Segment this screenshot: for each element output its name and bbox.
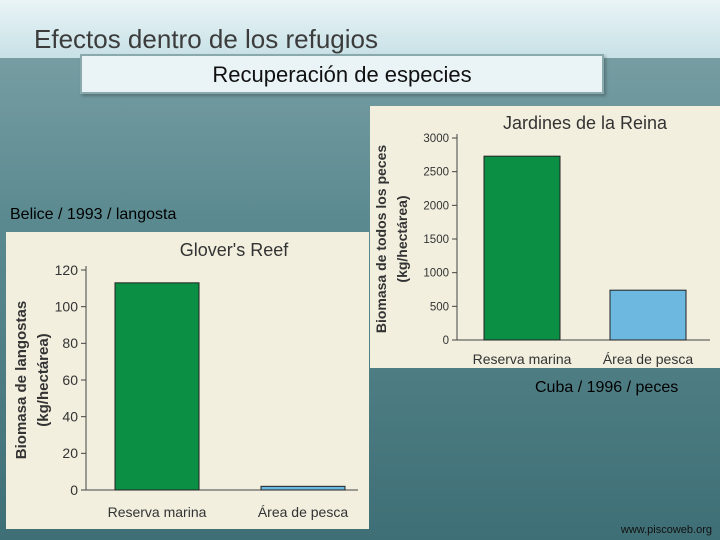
x-category-label: Reserva marina [473,351,572,367]
y-tick-label: 500 [430,301,449,313]
y-tick-label: 60 [62,372,78,388]
title-band [0,0,720,58]
y-axis-label-line2: (kg/hectárea) [35,333,52,426]
chart-panel-jardines: Jardines de la Reina 0 500 1000 1500 2000 2500… [370,106,720,368]
caption-cuba: Cuba / 1996 / peces [535,379,679,396]
footer-url: www.piscoweb.org [620,524,712,536]
y-axis-label-line1: Biomasa de todos los peces [373,145,389,333]
y-tick-label: 120 [55,262,79,278]
bar-area-de-pesca [609,289,687,341]
y-tick-label: 0 [443,335,449,347]
chart-jardines-de-la-reina: Jardines de la Reina 0 500 1000 1500 2000 2500… [373,113,710,367]
y-tick-label: 40 [62,409,78,425]
chart-panel-glovers-reef: Glover's Reef 0 20 40 60 80 100 120 Reserva mari… [6,232,369,529]
caption-belize: Belice / 1993 / langosta [10,206,177,223]
x-category-label: Área de pesca [258,504,348,520]
x-category-label: Área de pesca [603,351,693,367]
y-tick-label: 2000 [423,200,449,212]
slide-subtitle: Recuperación de especies [80,54,604,94]
chart-title: Glover's Reef [180,240,289,260]
chart-title: Jardines de la Reina [503,113,668,133]
y-tick-label: 3000 [423,133,449,145]
y-tick-label: 20 [62,445,78,461]
y-tick-label: 100 [55,299,79,315]
x-category-label: Reserva marina [108,504,207,520]
chart-glovers-reef: Glover's Reef 0 20 40 60 80 100 120 Reserva mari… [13,240,358,520]
slide-title: Efectos dentro de los refugios [34,24,378,54]
y-tick-label: 1500 [423,234,449,246]
y-axis-label-line2: (kg/hectárea) [394,195,410,282]
y-tick-label: 1000 [423,268,449,280]
bar-area-de-pesca [260,485,346,491]
bar-reserva-marina [114,282,200,491]
y-tick-label: 80 [62,335,78,351]
bar-reserva-marina [483,155,561,341]
y-axis-label-line1: Biomasa de langostas [13,301,30,459]
y-tick-label: 2500 [423,167,449,179]
y-tick-label: 0 [70,482,78,498]
